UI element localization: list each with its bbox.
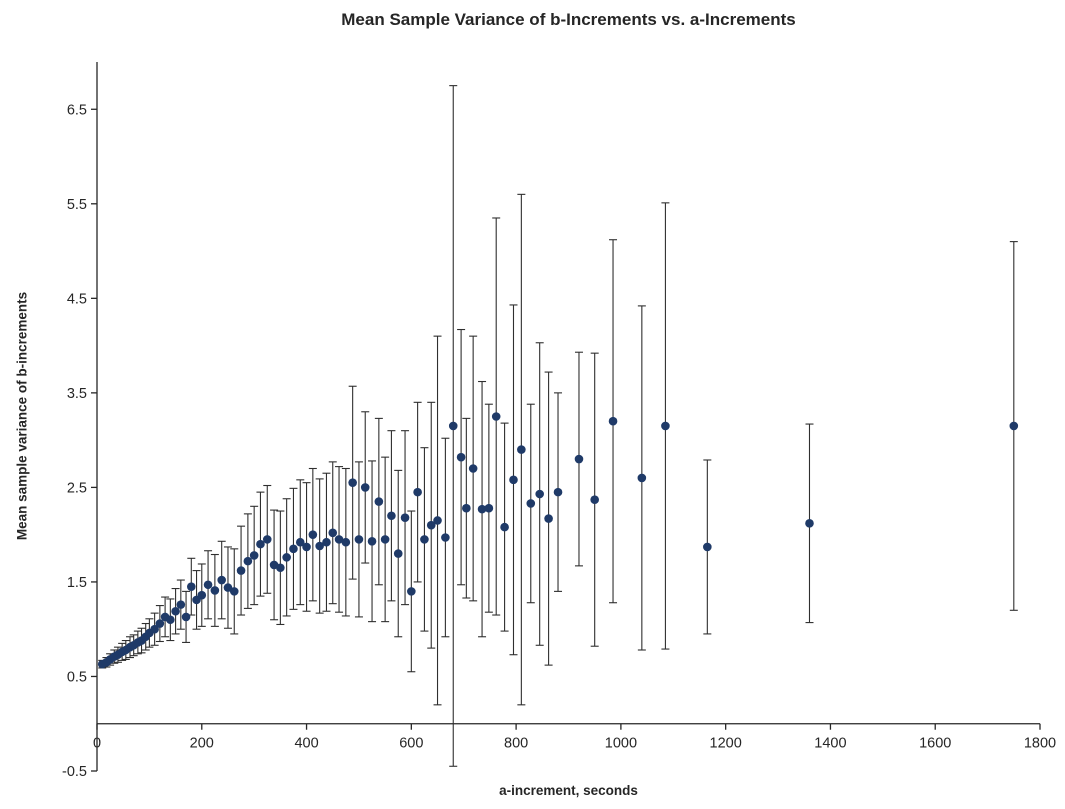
- data-point: [243, 556, 253, 566]
- data-point: [448, 421, 458, 431]
- data-point: [456, 452, 466, 462]
- data-point: [544, 514, 553, 523]
- chart-title: Mean Sample Variance of b-Increments vs.…: [341, 10, 796, 29]
- data-point: [348, 478, 357, 487]
- x-tick-label: 200: [190, 736, 214, 752]
- data-point: [181, 612, 191, 622]
- x-tick-label: 400: [294, 736, 318, 752]
- data-point: [171, 606, 180, 616]
- x-tick-label: 1800: [1024, 736, 1056, 752]
- y-tick-label: 2.5: [67, 480, 87, 496]
- x-tick-label: 1000: [605, 736, 637, 752]
- y-tick-label: 1.5: [67, 575, 87, 591]
- data-point: [360, 483, 370, 492]
- x-tick-label: 800: [504, 736, 528, 752]
- data-point: [420, 535, 429, 544]
- data-point: [590, 495, 599, 504]
- data-point: [517, 445, 526, 454]
- data-point: [413, 487, 422, 497]
- data-point: [166, 615, 175, 625]
- data-point: [155, 619, 165, 628]
- data-point: [289, 544, 298, 554]
- data-point: [229, 587, 239, 596]
- x-axis-label: a-increment, seconds: [499, 783, 638, 798]
- data-point: [203, 580, 213, 590]
- data-point: [526, 499, 536, 508]
- data-point: [374, 497, 384, 506]
- data-point: [484, 503, 494, 513]
- data-point: [282, 553, 291, 562]
- data-point: [535, 489, 544, 499]
- data-point: [150, 624, 159, 634]
- data-point: [217, 575, 226, 585]
- x-tick-label: 600: [399, 736, 423, 752]
- x-tick-label: 0: [93, 736, 101, 752]
- data-point: [187, 582, 196, 591]
- data-point: [400, 513, 410, 522]
- y-tick-label: -0.5: [62, 764, 87, 780]
- y-tick-label: 5.5: [67, 197, 87, 213]
- data-point: [367, 536, 377, 546]
- data-point: [393, 549, 403, 558]
- y-tick-label: 4.5: [67, 291, 87, 307]
- y-tick-label: 0.5: [67, 669, 87, 685]
- data-point: [249, 551, 259, 560]
- data-point: [295, 537, 305, 547]
- y-tick-label: 3.5: [67, 386, 87, 402]
- data-point: [315, 541, 324, 551]
- data-point: [805, 519, 814, 528]
- data-point: [441, 533, 450, 542]
- axes: -0.5 0.5 1.5 2.5 3.5 4.5 5.5 6.5 0 200 400 600 800 10…: [62, 62, 1056, 780]
- data-point: [500, 522, 509, 532]
- x-tick-label: 1200: [710, 736, 742, 752]
- data-point: [661, 421, 670, 431]
- data-point: [553, 487, 563, 497]
- data-point: [491, 412, 501, 421]
- data-point: [637, 473, 647, 483]
- error-bars: [98, 85, 1018, 767]
- data-point: [341, 537, 351, 547]
- data-point: [387, 511, 396, 521]
- data-point: [197, 590, 207, 600]
- data-point: [236, 566, 246, 575]
- data-point: [462, 503, 471, 513]
- data-point: [276, 563, 285, 573]
- data-point: [703, 542, 712, 552]
- data-point: [256, 539, 265, 549]
- y-tick-label: 6.5: [67, 102, 87, 118]
- data-point: [407, 587, 416, 596]
- data-point: [176, 600, 186, 609]
- data-point: [426, 520, 436, 530]
- data-point: [308, 530, 318, 539]
- data-point: [354, 535, 364, 544]
- data-point: [262, 535, 272, 544]
- data-point: [302, 542, 311, 552]
- data-points: [97, 412, 1019, 669]
- data-point: [433, 516, 442, 525]
- data-point: [1009, 421, 1019, 431]
- data-point: [334, 535, 344, 544]
- x-tick-label: 1400: [814, 736, 846, 752]
- data-point: [380, 535, 390, 544]
- data-point: [468, 464, 478, 473]
- data-point: [322, 537, 331, 547]
- data-point: [574, 454, 584, 464]
- data-point: [328, 528, 338, 538]
- x-tick-label: 1600: [919, 736, 951, 752]
- data-point: [509, 475, 518, 485]
- data-point: [210, 586, 220, 595]
- data-point: [477, 504, 487, 514]
- data-point: [223, 583, 233, 592]
- data-point: [608, 416, 618, 426]
